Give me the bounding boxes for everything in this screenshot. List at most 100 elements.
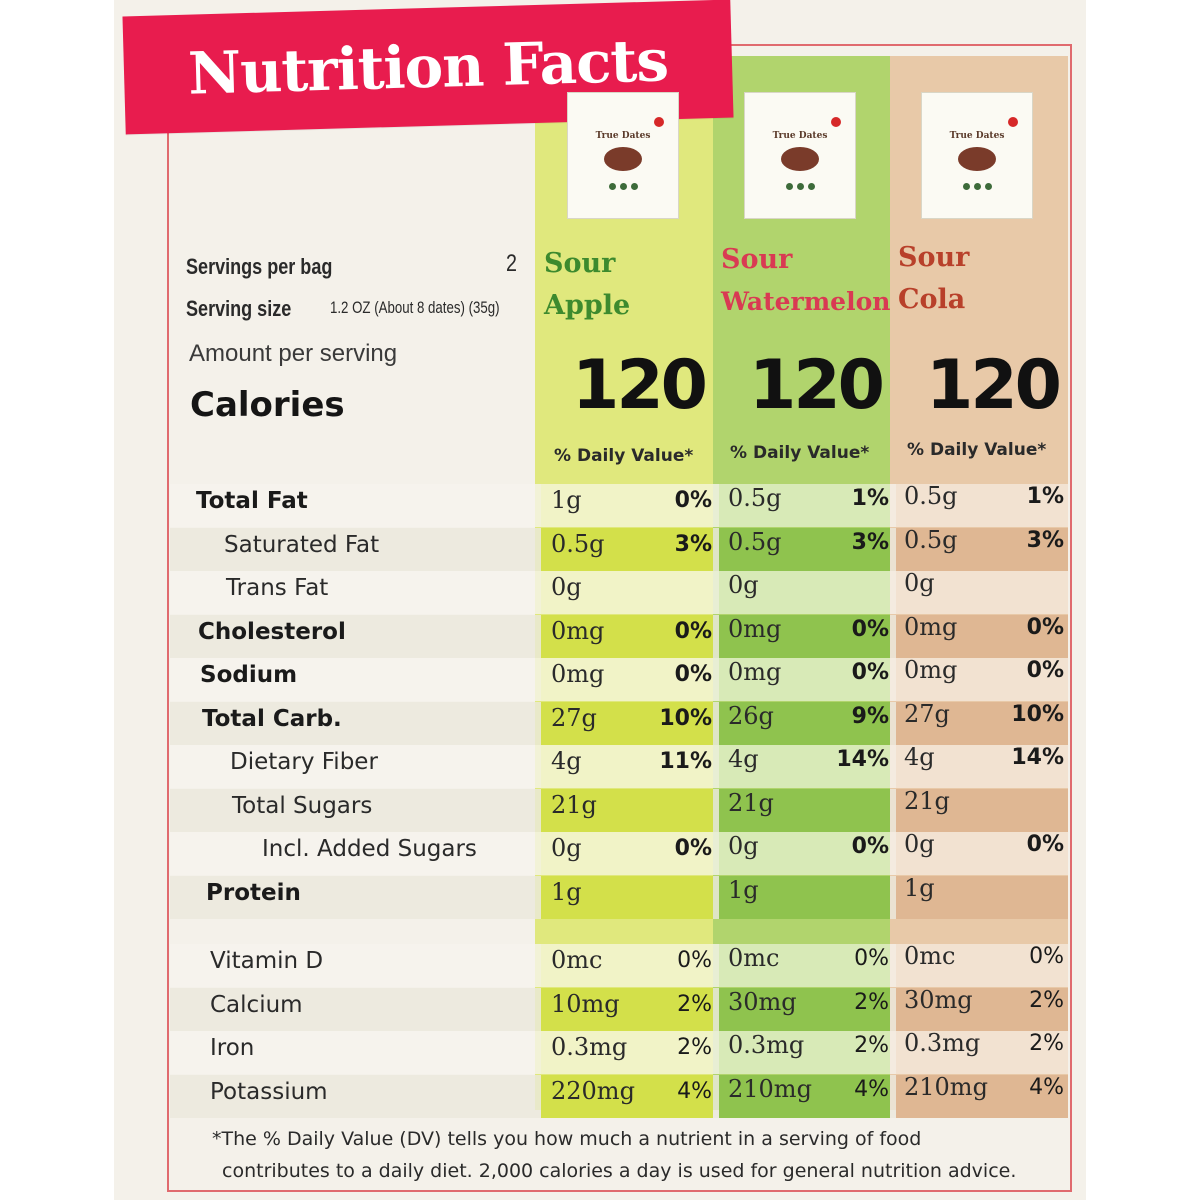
nutrient-amount: 0g <box>728 832 759 860</box>
date-icon <box>604 147 642 171</box>
cell-band <box>896 832 1068 875</box>
nutrient-daily-value: 0% <box>1026 658 1064 683</box>
badge-dots <box>785 183 815 190</box>
footnote-line-2: contributes to a daily diet. 2,000 calor… <box>222 1160 1017 1182</box>
calories-apple: 120 <box>572 346 708 425</box>
nutrient-daily-value: 10% <box>1011 701 1064 727</box>
nutrient-daily-value: 0% <box>1026 614 1064 640</box>
cell-band <box>541 745 713 788</box>
package-brand: True Dates <box>595 131 651 141</box>
nutrient-daily-value: 0% <box>1026 832 1064 857</box>
nutrient-amount: 0.5g <box>728 527 782 556</box>
nutrient-amount: 0.5g <box>551 529 605 558</box>
footnote-line-1: *The % Daily Value (DV) tells you how mu… <box>212 1128 922 1150</box>
nutrient-amount: 21g <box>551 790 597 819</box>
flag-icon <box>831 117 841 127</box>
nutrient-amount: 26g <box>728 701 774 730</box>
nutrient-name: Sodium <box>200 662 298 688</box>
cell-band <box>541 658 713 701</box>
nutrient-amount: 4g <box>551 747 582 775</box>
cell-band <box>719 875 890 919</box>
cell-band <box>719 1074 890 1118</box>
nutrient-daily-value: 0% <box>851 660 889 685</box>
nutrient-daily-value: 3% <box>674 531 712 557</box>
nutrient-amount: 4g <box>728 745 759 773</box>
daily-value-header-watermelon: % Daily Value* <box>730 443 870 463</box>
cell-band <box>896 944 1068 987</box>
cell-band <box>541 875 713 919</box>
flag-icon <box>1008 117 1018 127</box>
cell-band <box>541 701 713 745</box>
cell-band <box>719 944 890 987</box>
flavor-cola-line2: Cola <box>898 284 966 315</box>
nutrient-amount: 0mc <box>728 944 780 972</box>
nutrient-amount: 0.3mg <box>728 1031 805 1059</box>
nutrient-name: Cholesterol <box>198 618 346 645</box>
nutrient-name: Total Sugars <box>232 792 373 819</box>
nutrient-amount: 0mg <box>551 616 605 645</box>
nutrient-daily-value: 0% <box>851 834 889 859</box>
cell-band <box>719 1031 890 1074</box>
nutrient-name: Vitamin D <box>210 948 324 974</box>
nutrient-daily-value: 1% <box>851 486 889 511</box>
nutrient-amount: 0mg <box>728 614 782 643</box>
nutrient-amount: 0.5g <box>904 482 958 510</box>
nutrient-amount: 30mg <box>728 987 797 1016</box>
nutrient-amount: 0g <box>551 834 582 862</box>
flavor-apple-line2: Apple <box>544 290 631 321</box>
badge-dots <box>962 183 992 190</box>
cell-band <box>541 614 713 658</box>
nutrient-daily-value: 0% <box>674 662 712 687</box>
cell-band <box>896 1074 1068 1118</box>
nutrient-name: Potassium <box>210 1078 328 1105</box>
cell-band <box>896 1031 1068 1074</box>
cell-band <box>719 614 890 658</box>
cell-band <box>896 571 1068 614</box>
amount-per-serving-label: Amount per serving <box>189 340 398 367</box>
nutrient-daily-value: 3% <box>1026 527 1064 553</box>
nutrient-name: Total Carb. <box>202 705 342 732</box>
cell-band <box>719 745 890 788</box>
nutrient-daily-value: 4% <box>854 1076 889 1102</box>
nutrient-amount: 4g <box>904 743 935 771</box>
nutrient-amount: 0mg <box>728 658 782 686</box>
nutrient-amount: 0.5g <box>904 525 958 554</box>
nutrient-amount: 0mc <box>904 942 956 970</box>
cell-band <box>541 944 713 987</box>
cell-band <box>896 701 1068 745</box>
nutrient-amount: 0.5g <box>728 484 782 512</box>
nutrient-amount: 21g <box>728 788 774 817</box>
nutrient-name: Iron <box>210 1035 255 1061</box>
cell-band <box>541 484 713 527</box>
nutrient-amount: 1g <box>551 486 582 514</box>
cell-band <box>719 571 890 614</box>
nutrient-daily-value: 14% <box>836 747 889 772</box>
nutrient-daily-value: 0% <box>674 836 712 861</box>
cell-band <box>719 484 890 527</box>
nutrient-name: Total Fat <box>196 488 308 514</box>
nutrient-amount: 220mg <box>551 1076 635 1105</box>
cell-band <box>719 987 890 1031</box>
nutrient-daily-value: 0% <box>851 616 889 642</box>
daily-value-header-apple: % Daily Value* <box>554 446 694 466</box>
cell-band <box>896 745 1068 788</box>
flavor-cola-line1: Sour <box>898 242 970 273</box>
flavor-watermelon-line1: Sour <box>721 244 793 275</box>
nutrient-name: Incl. Added Sugars <box>262 836 477 862</box>
cell-band <box>541 788 713 832</box>
nutrient-daily-value: 9% <box>851 703 889 729</box>
nutrient-amount: 0g <box>551 573 582 601</box>
nutrient-name: Saturated Fat <box>224 531 380 558</box>
nutrient-amount: 0g <box>728 571 759 599</box>
flag-icon <box>654 117 664 127</box>
cell-band <box>541 571 713 614</box>
nutrient-amount: 0g <box>904 569 935 597</box>
calories-watermelon: 120 <box>749 346 885 425</box>
nutrient-daily-value: 10% <box>659 705 712 731</box>
cell-band <box>541 832 713 875</box>
flavor-apple-line1: Sour <box>544 248 616 279</box>
flavor-watermelon-line2: Watermelon <box>721 287 891 316</box>
cell-band <box>896 527 1068 571</box>
nutrient-name: Protein <box>206 879 301 906</box>
nutrient-amount: 21g <box>904 786 950 815</box>
